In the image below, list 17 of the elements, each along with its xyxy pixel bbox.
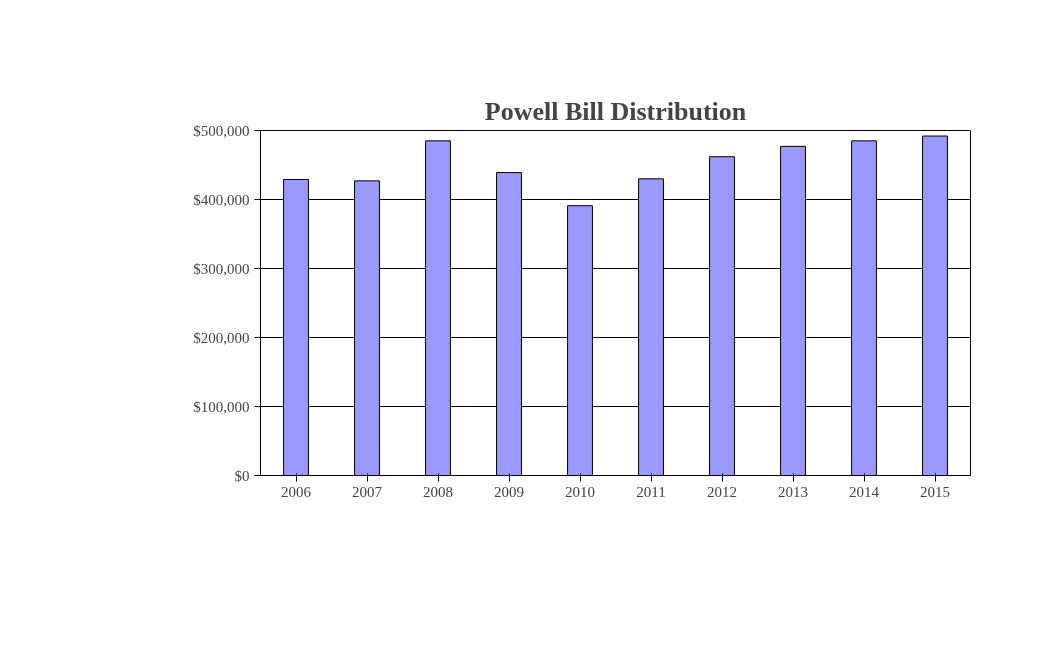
x-tick-label: 2007 <box>352 483 383 500</box>
x-tick-label: 2013 <box>778 483 808 500</box>
x-tick-label: 2015 <box>920 483 950 500</box>
x-tick-label: 2011 <box>636 483 666 500</box>
x-tick-label: 2014 <box>849 483 880 500</box>
y-tick-label: $400,000 <box>193 191 250 208</box>
y-tick-label: $500,000 <box>193 122 250 139</box>
x-tick-label: 2008 <box>423 483 453 500</box>
y-tick-label: $300,000 <box>193 260 250 277</box>
x-tick-label: 2009 <box>494 483 524 500</box>
chart-title: Powell Bill Distribution <box>484 96 747 126</box>
x-tick-label: 2006 <box>281 483 312 500</box>
y-tick-label: $0 <box>234 467 250 484</box>
x-tick-label: 2010 <box>565 483 595 500</box>
y-tick-label: $100,000 <box>193 398 250 415</box>
x-tick-label: 2012 <box>707 483 737 500</box>
y-tick-label: $200,000 <box>193 329 250 346</box>
